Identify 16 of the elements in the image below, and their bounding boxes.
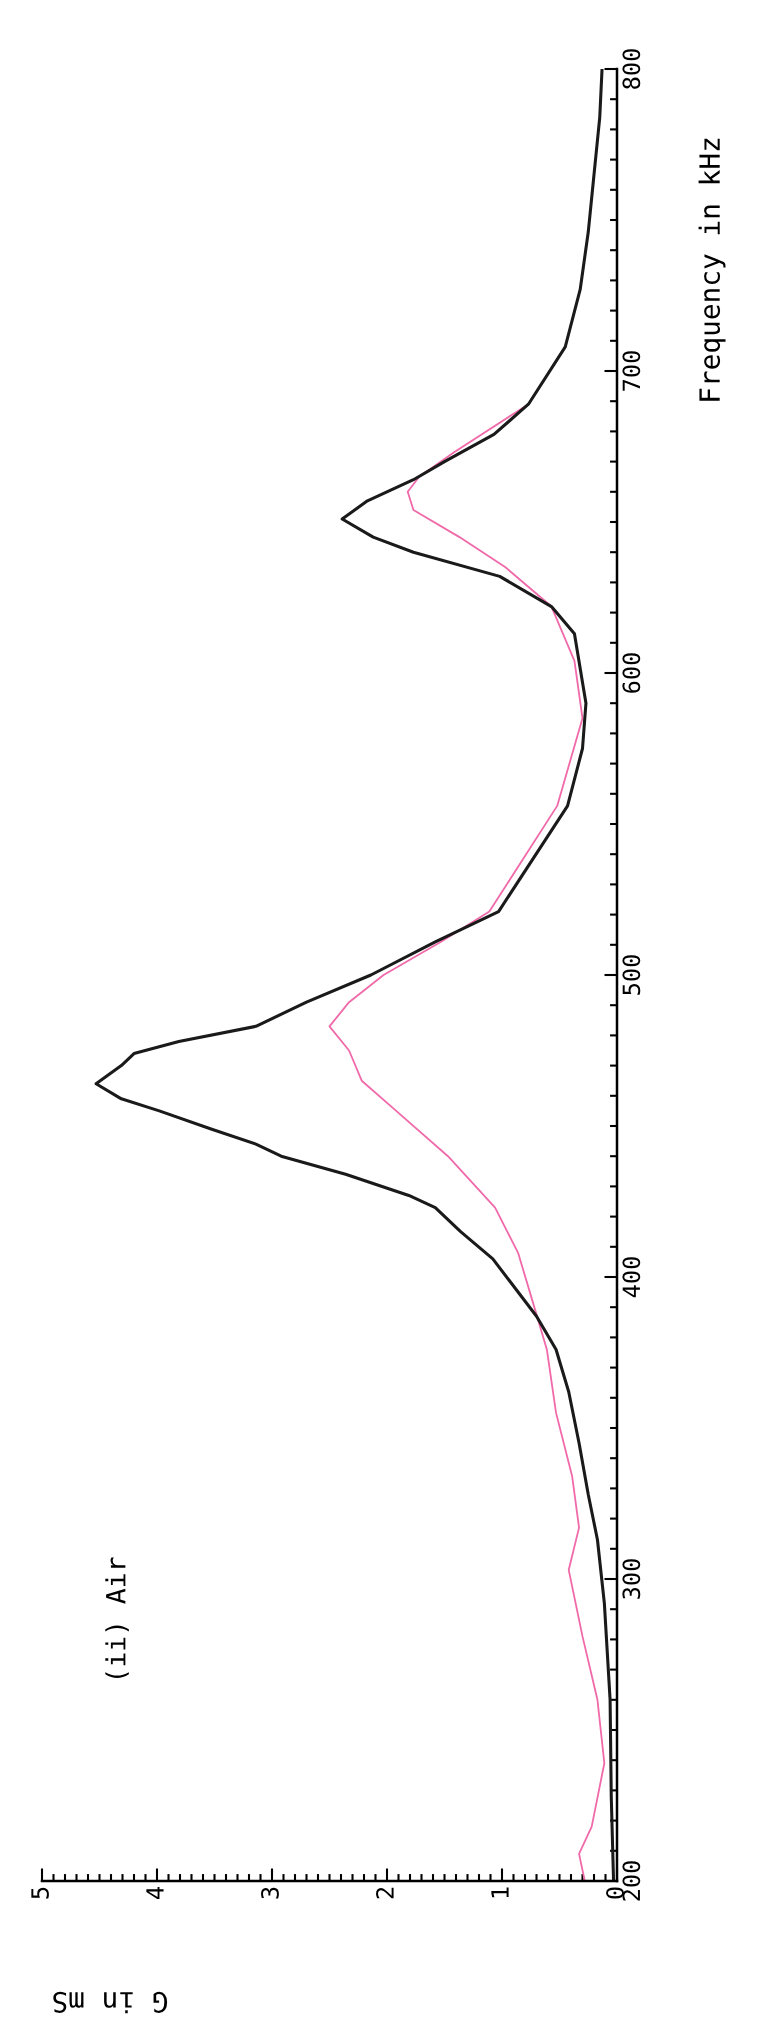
annotation: (ii) Air [105, 1557, 129, 1679]
y-tick-label: 700 [622, 351, 641, 391]
x-tick-label: 0 [606, 1887, 624, 1899]
y-axis-title: Frequency in kHz [698, 138, 726, 401]
y-tick-label: 500 [622, 955, 641, 995]
x-tick-label: 5 [31, 1887, 49, 1899]
y-tick-label: 800 [622, 49, 641, 89]
x-tick-label: 2 [376, 1887, 394, 1899]
x-tick-label: 1 [491, 1887, 509, 1898]
x-tick-label: 3 [261, 1887, 279, 1899]
y-tick-label: 300 [622, 1559, 641, 1599]
y-tick-label: 600 [622, 653, 641, 693]
x-axis-title: G in mS [53, 1991, 168, 2014]
y-tick-label: 400 [622, 1257, 641, 1298]
y-tick-label: 200 [622, 1861, 641, 1901]
x-tick-label: 4 [146, 1886, 164, 1899]
